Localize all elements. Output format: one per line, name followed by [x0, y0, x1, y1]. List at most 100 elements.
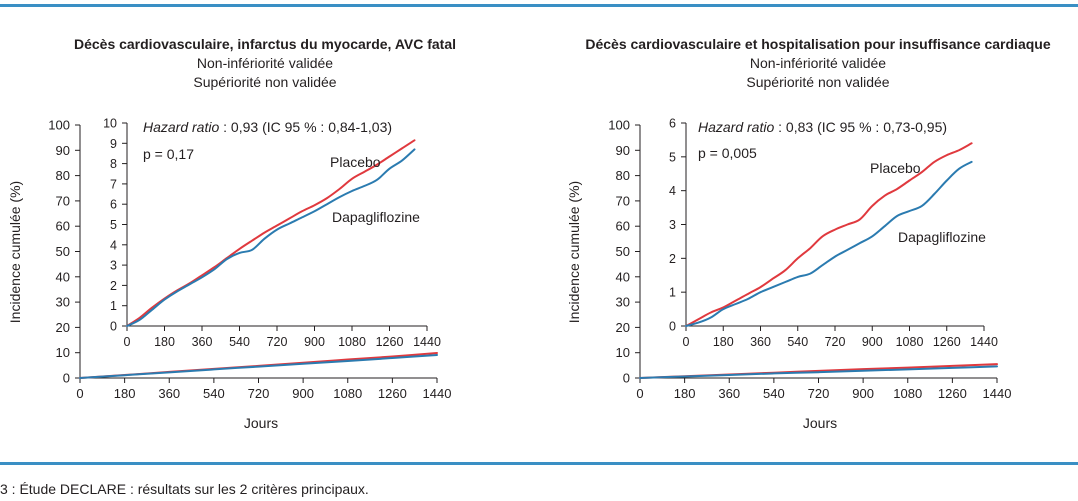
- chart-left-xlabel: Jours: [244, 415, 278, 431]
- chart-left-inset-x-tick-label: 1080: [338, 335, 366, 349]
- chart-left-main-x-tick-label: 540: [203, 386, 225, 401]
- chart-left-inset-x-tick-label: 180: [154, 335, 175, 349]
- chart-left-main-x-tick-label: 1440: [423, 386, 452, 401]
- chart-right-p-value: p = 0,005: [698, 145, 757, 161]
- chart-right-main-x-tick-label: 540: [763, 386, 785, 401]
- chart-left-inset-y-tick-label: 10: [103, 117, 117, 131]
- chart-right-main-series-dapagliflozine: [639, 365, 998, 379]
- chart-right-main-y-tick-label: 50: [616, 244, 630, 259]
- chart-right-ylabel: Incidence cumulée (%): [566, 181, 582, 323]
- chart-left-main-x-tick-label: 900: [292, 386, 314, 401]
- chart-right-main-y-tick-label: 30: [616, 295, 630, 310]
- chart-right: Décès cardiovasculaire et hospitalisatio…: [566, 36, 1051, 431]
- chart-right-inset-x-tick-label: 900: [862, 335, 883, 349]
- chart-right-main-y-tick-label: 40: [616, 269, 630, 284]
- chart-left-main-y-tick-label: 50: [56, 244, 70, 259]
- chart-left-main-axes: 0 180 360 540 720 900 1080 1260 1440010203040506…: [48, 118, 451, 402]
- chart-right-main-x-tick-label: 0: [636, 386, 643, 401]
- chart-right-inset-axes: 0 180 360 540 720 900 1080 1260 1440 0 1 2 3 4 5 6: [669, 117, 998, 350]
- chart-right-hazard-ratio-value: : 0,83 (IC 95 % : 0,73-0,95): [774, 119, 947, 135]
- chart-left-label-placebo: Placebo: [330, 154, 381, 170]
- chart-left-hazard-ratio: Hazard ratio : 0,93 (IC 95 % : 0,84-1,03…: [143, 119, 392, 135]
- chart-right-main-y-tick-label: 100: [608, 118, 630, 133]
- chart-left-main-y-tick-label: 20: [56, 320, 70, 335]
- chart-right-main-y-tick-label: 90: [616, 143, 630, 158]
- figure: Décès cardiovasculaire, infarctus du myo…: [7, 36, 1051, 431]
- chart-right-inset-x-tick-label: 720: [825, 335, 846, 349]
- chart-left-inset-y-tick-label: 8: [110, 157, 117, 171]
- chart-right-main-y-tick-label: 20: [616, 320, 630, 335]
- chart-right-hazard-ratio-label: Hazard ratio: [698, 119, 774, 135]
- chart-left-label-dapagliflozine: Dapagliflozine: [332, 209, 420, 225]
- chart-right-subtitle-1: Non-infériorité validée: [750, 55, 886, 71]
- chart-right-main-x-tick-label: 1080: [893, 386, 922, 401]
- chart-right-inset-x-tick-label: 1260: [933, 335, 961, 349]
- chart-right-main-x-tick-label: 360: [718, 386, 740, 401]
- chart-left-inset-x-tick-label: 540: [229, 335, 250, 349]
- chart-right-hazard-ratio: Hazard ratio : 0,83 (IC 95 % : 0,73-0,95…: [698, 119, 947, 135]
- chart-right-main-x-tick-label: 1260: [938, 386, 967, 401]
- bottom-rule: [0, 462, 1078, 465]
- chart-right-inset-y-tick-label: 2: [669, 252, 676, 266]
- chart-left-main-x-tick-label: 180: [114, 386, 136, 401]
- chart-left-title: Décès cardiovasculaire, infarctus du myo…: [74, 36, 456, 52]
- chart-right-inset-y-tick-label: 3: [669, 218, 676, 232]
- chart-left-inset-y-tick-label: 1: [110, 299, 117, 313]
- chart-left-inset-axes: 0 180 360 540 720 900 1080 1260 1440 0 1 2 3 4 5 6 7 8 9 10: [103, 117, 441, 350]
- chart-left-main-y-tick-label: 70: [56, 193, 70, 208]
- chart-left-hazard-ratio-label: Hazard ratio: [143, 119, 219, 135]
- chart-right-main-x-tick-label: 900: [852, 386, 874, 401]
- chart-left-main-y-tick-label: 0: [63, 371, 70, 386]
- chart-right-inset-x-tick-label: 180: [713, 335, 734, 349]
- chart-left-subtitle-1: Non-infériorité validée: [197, 55, 333, 71]
- chart-left-main-y-tick-label: 80: [56, 168, 70, 183]
- chart-left-inset-series-dapagliflozine: [126, 148, 416, 327]
- chart-left-main-y-tick-label: 10: [56, 345, 70, 360]
- chart-right-label-dapagliflozine: Dapagliflozine: [898, 229, 986, 245]
- chart-right-label-placebo: Placebo: [870, 160, 921, 176]
- chart-left-inset-x-tick-label: 1260: [376, 335, 404, 349]
- chart-right-inset-x-tick-label: 540: [787, 335, 808, 349]
- figure-caption: 3 : Étude DECLARE : résultats sur les 2 …: [0, 481, 369, 497]
- chart-right-main-x-tick-label: 720: [808, 386, 830, 401]
- chart-left-main-y-tick-label: 60: [56, 219, 70, 234]
- chart-left-main-x-tick-label: 720: [248, 386, 270, 401]
- chart-left-main-y-tick-label: 30: [56, 295, 70, 310]
- chart-left-inset-y-tick-label: 3: [110, 259, 117, 273]
- chart-right-main-y-tick-label: 80: [616, 168, 630, 183]
- chart-left-hazard-ratio-value: : 0,93 (IC 95 % : 0,84-1,03): [219, 119, 392, 135]
- chart-left-main-x-tick-label: 360: [158, 386, 180, 401]
- chart-right-inset-y-tick-label: 4: [669, 184, 676, 198]
- chart-right-inset-series-dapagliflozine: [685, 160, 973, 327]
- chart-right-inset-y-tick-label: 6: [669, 117, 676, 131]
- chart-left-inset-y-tick-label: 2: [110, 279, 117, 293]
- chart-left-inset-y-tick-label: 4: [110, 238, 117, 252]
- chart-left-ylabel: Incidence cumulée (%): [7, 181, 23, 323]
- chart-right-inset-x-tick-label: 1440: [970, 335, 998, 349]
- chart-left-inset-x-tick-label: 900: [304, 335, 325, 349]
- chart-left-main-series-dapagliflozine: [79, 354, 438, 379]
- chart-left-inset-x-tick-label: 720: [267, 335, 288, 349]
- chart-right-inset-series-placebo: [685, 142, 973, 327]
- chart-left-main-x-tick-label: 1080: [333, 386, 362, 401]
- chart-right-title: Décès cardiovasculaire et hospitalisatio…: [585, 36, 1050, 52]
- chart-right-main-y-tick-label: 70: [616, 193, 630, 208]
- chart-left-inset-y-tick-label: 9: [110, 137, 117, 151]
- chart-right-main-x-tick-label: 180: [674, 386, 696, 401]
- chart-right-main-x-tick-label: 1440: [983, 386, 1012, 401]
- chart-right-main-y-tick-label: 60: [616, 219, 630, 234]
- chart-right-subtitle-2: Supériorité non validée: [746, 74, 889, 90]
- chart-left-p-value: p = 0,17: [143, 146, 194, 162]
- chart-left-subtitle-2: Supériorité non validée: [193, 74, 336, 90]
- chart-left-main-y-tick-label: 90: [56, 143, 70, 158]
- chart-left-main-y-tick-label: 40: [56, 269, 70, 284]
- chart-left-inset-y-tick-label: 7: [110, 177, 117, 191]
- chart-left-inset-x-tick-label: 0: [124, 335, 131, 349]
- chart-left-main-x-tick-label: 1260: [378, 386, 407, 401]
- chart-left-inset-y-tick-label: 5: [110, 218, 117, 232]
- chart-right-inset-x-tick-label: 1080: [896, 335, 924, 349]
- chart-right-main-y-tick-label: 10: [616, 345, 630, 360]
- chart-right-inset-x-tick-label: 0: [683, 335, 690, 349]
- top-rule: [0, 4, 1078, 7]
- chart-right-main-axes: 0 180 360 540 720 900 1080 1260 1440010203040506…: [608, 118, 1011, 402]
